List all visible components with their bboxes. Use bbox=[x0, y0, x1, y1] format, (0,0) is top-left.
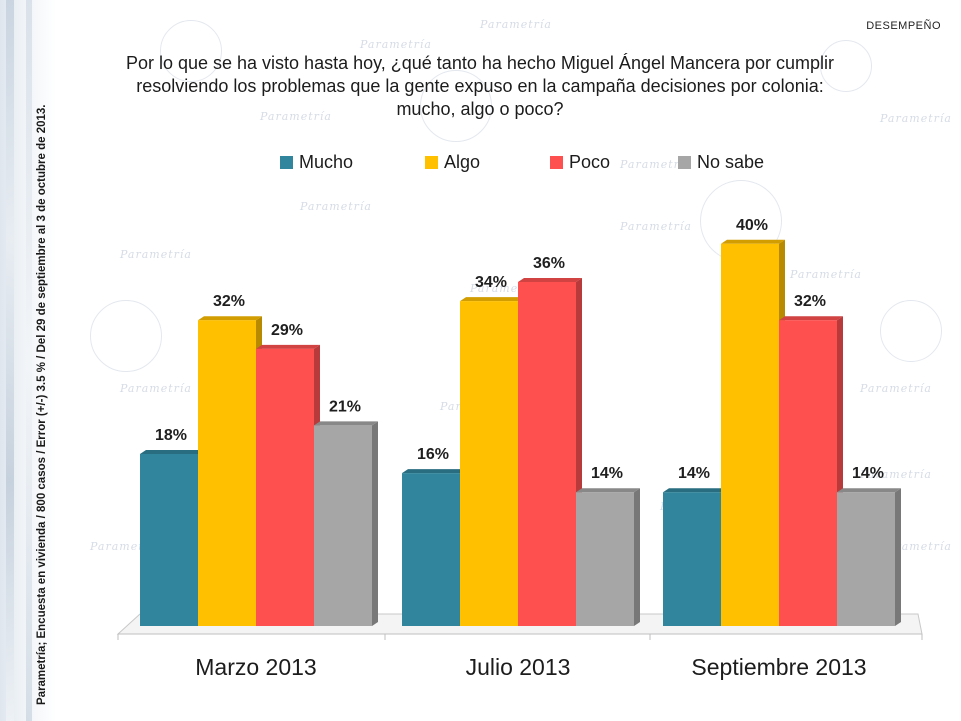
bar-side bbox=[372, 421, 378, 626]
bar-side bbox=[634, 488, 640, 626]
x-tick-label: Marzo 2013 bbox=[195, 654, 316, 680]
legend-label: Poco bbox=[569, 152, 611, 172]
watermark-text: Parametría bbox=[300, 200, 372, 213]
watermark-text: Parametría bbox=[120, 382, 192, 395]
bar-poco bbox=[518, 282, 576, 626]
bar-poco bbox=[256, 348, 314, 626]
bar-mucho bbox=[140, 454, 198, 626]
legend-label: No sabe bbox=[697, 152, 765, 172]
watermark-text: Parametría bbox=[480, 18, 552, 31]
bar-top bbox=[140, 450, 204, 454]
data-label: 29% bbox=[271, 322, 303, 339]
bar-no-sabe bbox=[576, 492, 634, 626]
watermark-text: Parametría bbox=[260, 110, 332, 123]
bar-top bbox=[518, 278, 582, 282]
bar-top bbox=[837, 488, 901, 493]
data-label: 21% bbox=[329, 398, 361, 415]
legend-swatch bbox=[425, 156, 438, 169]
chart-legend: Mucho Algo Poco No sabe bbox=[0, 152, 961, 174]
legend-swatch bbox=[678, 156, 691, 169]
data-label: 32% bbox=[213, 293, 245, 310]
watermark-circle bbox=[880, 300, 942, 362]
bar-top bbox=[314, 421, 378, 426]
data-label: 40% bbox=[736, 217, 768, 234]
data-label: 32% bbox=[794, 293, 826, 310]
bar-mucho bbox=[402, 473, 460, 626]
side-streak bbox=[26, 0, 32, 721]
watermark-text: Parametría bbox=[860, 468, 932, 481]
data-label: 14% bbox=[678, 465, 710, 482]
bar-top bbox=[721, 239, 785, 244]
watermark-circle bbox=[160, 20, 222, 82]
legend-item-no-sabe: No sabe bbox=[678, 152, 764, 173]
legend-label: Algo bbox=[444, 152, 481, 172]
watermark-text: Parametría bbox=[620, 220, 692, 233]
watermark-circle bbox=[820, 40, 872, 92]
bar-poco bbox=[779, 320, 837, 626]
bar-top bbox=[402, 469, 466, 474]
legend-item-algo: Algo bbox=[425, 152, 480, 173]
watermark-text: Parametría bbox=[360, 38, 432, 51]
bar-top bbox=[460, 297, 524, 302]
section-tag: DESEMPEÑO bbox=[866, 20, 941, 32]
data-label: 14% bbox=[591, 465, 623, 482]
watermark-circle bbox=[90, 300, 162, 372]
legend-swatch bbox=[280, 156, 293, 169]
legend-label: Mucho bbox=[299, 152, 354, 172]
x-tick-label: Julio 2013 bbox=[466, 654, 571, 680]
data-label: 36% bbox=[533, 255, 565, 272]
bar-algo bbox=[721, 243, 779, 626]
legend-item-mucho: Mucho bbox=[280, 152, 353, 173]
side-streak bbox=[6, 0, 14, 721]
bar-top bbox=[198, 316, 262, 321]
bar-top bbox=[576, 488, 640, 493]
bar-top bbox=[779, 316, 843, 321]
data-label: 16% bbox=[417, 446, 449, 463]
bar-no-sabe bbox=[314, 425, 372, 626]
side-decorative-strip bbox=[0, 0, 56, 721]
legend-swatch bbox=[550, 156, 563, 169]
watermark-text: Parametría bbox=[880, 112, 952, 125]
watermark-text: Parametría bbox=[120, 248, 192, 261]
bar-side bbox=[895, 488, 901, 626]
bar-top bbox=[663, 488, 727, 493]
watermark-text: Parametría bbox=[790, 268, 862, 281]
bar-top bbox=[256, 344, 320, 349]
data-label: 34% bbox=[475, 274, 507, 291]
watermark-text: Parametría bbox=[860, 382, 932, 395]
watermark-text: Parametría bbox=[620, 158, 692, 171]
data-label: 14% bbox=[852, 465, 884, 482]
data-label: 18% bbox=[155, 427, 187, 444]
watermark-circle bbox=[420, 70, 492, 142]
bar-algo bbox=[198, 320, 256, 626]
bar-no-sabe bbox=[837, 492, 895, 626]
x-tick-label: Septiembre 2013 bbox=[691, 654, 866, 680]
bar-algo bbox=[460, 301, 518, 626]
chart-title: Por lo que se ha visto hasta hoy, ¿qué t… bbox=[125, 53, 835, 119]
bar-mucho bbox=[663, 492, 721, 626]
legend-item-poco: Poco bbox=[550, 152, 610, 173]
